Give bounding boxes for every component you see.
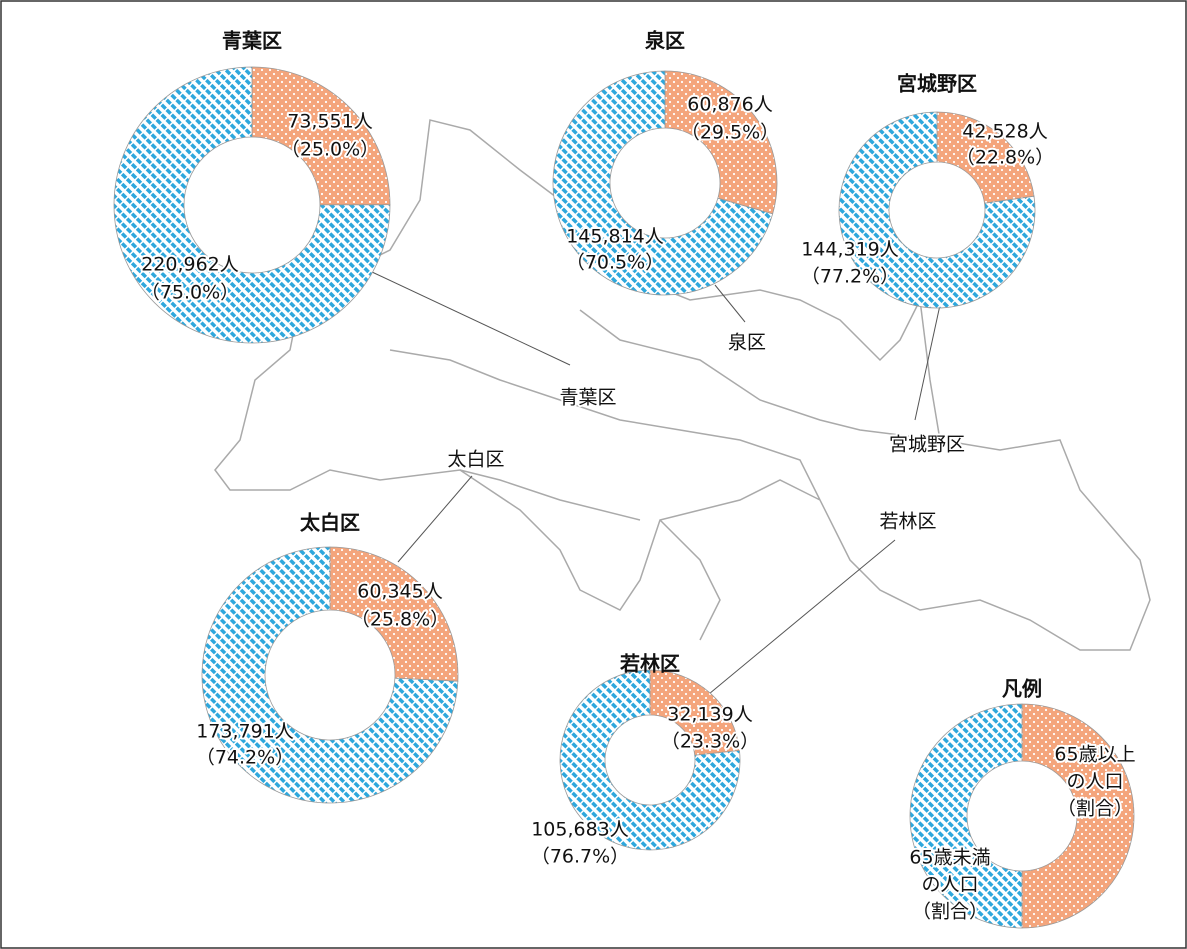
- value-label: 32,139人: [667, 704, 752, 726]
- percent-label: （22.8%）: [956, 147, 1054, 169]
- map-label: 宮城野区: [889, 434, 965, 456]
- legend-label: 65歳未満: [909, 847, 990, 869]
- map-label: 太白区: [447, 449, 504, 471]
- legend-label: の人口: [921, 874, 978, 896]
- percent-label: （29.5%）: [681, 122, 779, 144]
- map-label: 若林区: [879, 511, 936, 533]
- value-label: 220,962人: [141, 254, 239, 276]
- donut-slice: [552, 70, 774, 296]
- donut-slice: [201, 546, 459, 804]
- percent-label: （75.0%）: [141, 282, 239, 304]
- donut-slice: [838, 111, 1036, 309]
- donut-chart: 宮城野区 42,528人 （22.8%） 144,319人 （77.2%）: [799, 72, 1056, 309]
- percent-label: （25.8%）: [351, 609, 449, 631]
- donut-slice: [113, 66, 391, 344]
- legend-swatch: [909, 703, 1023, 929]
- chart-title: 宮城野区: [897, 72, 977, 96]
- chart-title: 太白区: [300, 511, 360, 535]
- percent-label: （25.0%）: [281, 139, 379, 161]
- percent-label: （23.3%）: [661, 731, 759, 753]
- legend-label: （割合）: [1057, 798, 1133, 820]
- percent-label: （77.2%）: [801, 266, 899, 288]
- percent-label: （76.7%）: [531, 846, 629, 868]
- value-label: 73,551人: [287, 111, 372, 133]
- value-label: 144,319人: [801, 239, 899, 261]
- value-label: 145,814人: [566, 226, 664, 248]
- donut-chart: 青葉区 73,551人 （25.0%） 220,962人 （75.0%）: [113, 29, 391, 344]
- legend-title: 凡例: [1002, 677, 1042, 701]
- donut-slice: [329, 546, 459, 682]
- chart-title: 泉区: [644, 29, 685, 53]
- chart-title: 青葉区: [222, 29, 282, 53]
- donut-slice: [649, 669, 740, 756]
- value-label: 42,528人: [962, 121, 1047, 143]
- leader-lines: [371, 271, 941, 719]
- donut-slice: [251, 66, 391, 206]
- donut-chart: 泉区 60,876人 （29.5%） 145,814人 （70.5%）: [552, 29, 781, 296]
- value-label: 60,876人: [687, 94, 772, 116]
- donut-slice: [664, 70, 778, 215]
- donut-slice: [936, 111, 1035, 204]
- value-label: 173,791人: [196, 721, 294, 743]
- donut-slice: [559, 669, 741, 851]
- map-label: 泉区: [728, 332, 766, 354]
- chart-title: 若林区: [619, 652, 680, 676]
- map-outline: [214, 119, 1151, 651]
- legend-swatch: [1021, 703, 1135, 929]
- percent-label: （74.2%）: [196, 747, 294, 769]
- value-label: 60,345人: [357, 581, 442, 603]
- donut-chart: 若林区 32,139人 （23.3%） 105,683人 （76.7%）: [529, 652, 761, 870]
- value-label: 105,683人: [531, 819, 629, 841]
- legend-label: （割合）: [912, 901, 988, 923]
- legend-label: 65歳以上: [1054, 744, 1135, 766]
- percent-label: （70.5%）: [566, 252, 664, 274]
- legend-label: の人口: [1066, 771, 1123, 793]
- donut-chart: 太白区 60,345人 （25.8%） 173,791人 （74.2%）: [194, 511, 459, 804]
- map-label: 青葉区: [559, 387, 616, 409]
